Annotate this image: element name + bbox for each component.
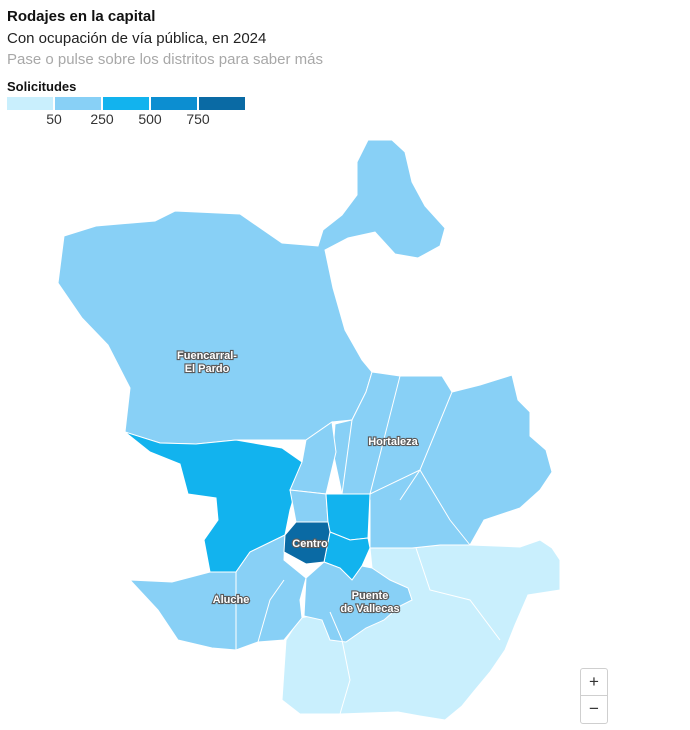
zoom-control: + − — [580, 668, 608, 724]
legend-tick: 50 — [46, 111, 62, 127]
label-hortaleza: Hortaleza — [368, 436, 418, 448]
legend-swatch-2 — [55, 97, 101, 110]
interaction-hint: Pase o pulse sobre los distritos para sa… — [7, 51, 323, 68]
district-puente-de-vallecas[interactable] — [303, 561, 413, 643]
legend-color-scale — [7, 97, 247, 110]
label-fuencarral: Fuencarral- — [177, 350, 237, 362]
district-aluche[interactable] — [128, 534, 307, 651]
legend-tick: 500 — [138, 111, 162, 127]
district-boundaries — [235, 375, 501, 715]
zoom-in-button[interactable]: + — [581, 669, 607, 696]
label-centro: Centro — [292, 538, 328, 550]
map-subtitle: Con ocupación de vía pública, en 2024 — [7, 30, 267, 47]
label-el-pardo: El Pardo — [185, 363, 230, 375]
district-tetuan[interactable] — [289, 489, 329, 523]
legend-tick: 750 — [186, 111, 210, 127]
zoom-out-button[interactable]: − — [589, 699, 599, 718]
district-centro[interactable] — [283, 521, 331, 565]
legend-title: Solicitudes — [7, 79, 77, 94]
legend-swatch-3 — [103, 97, 149, 110]
legend-tick: 250 — [90, 111, 114, 127]
legend-swatch-1 — [7, 97, 53, 110]
label-de-vallecas: de Vallecas — [340, 603, 399, 615]
legend-swatch-4 — [151, 97, 197, 110]
legend-swatch-5 — [199, 97, 245, 110]
legend-ticks: 50 250 500 750 — [7, 111, 247, 127]
label-puente: Puente — [352, 590, 389, 602]
label-aluche: Aluche — [213, 594, 250, 606]
map-title: Rodajes en la capital — [7, 8, 156, 25]
